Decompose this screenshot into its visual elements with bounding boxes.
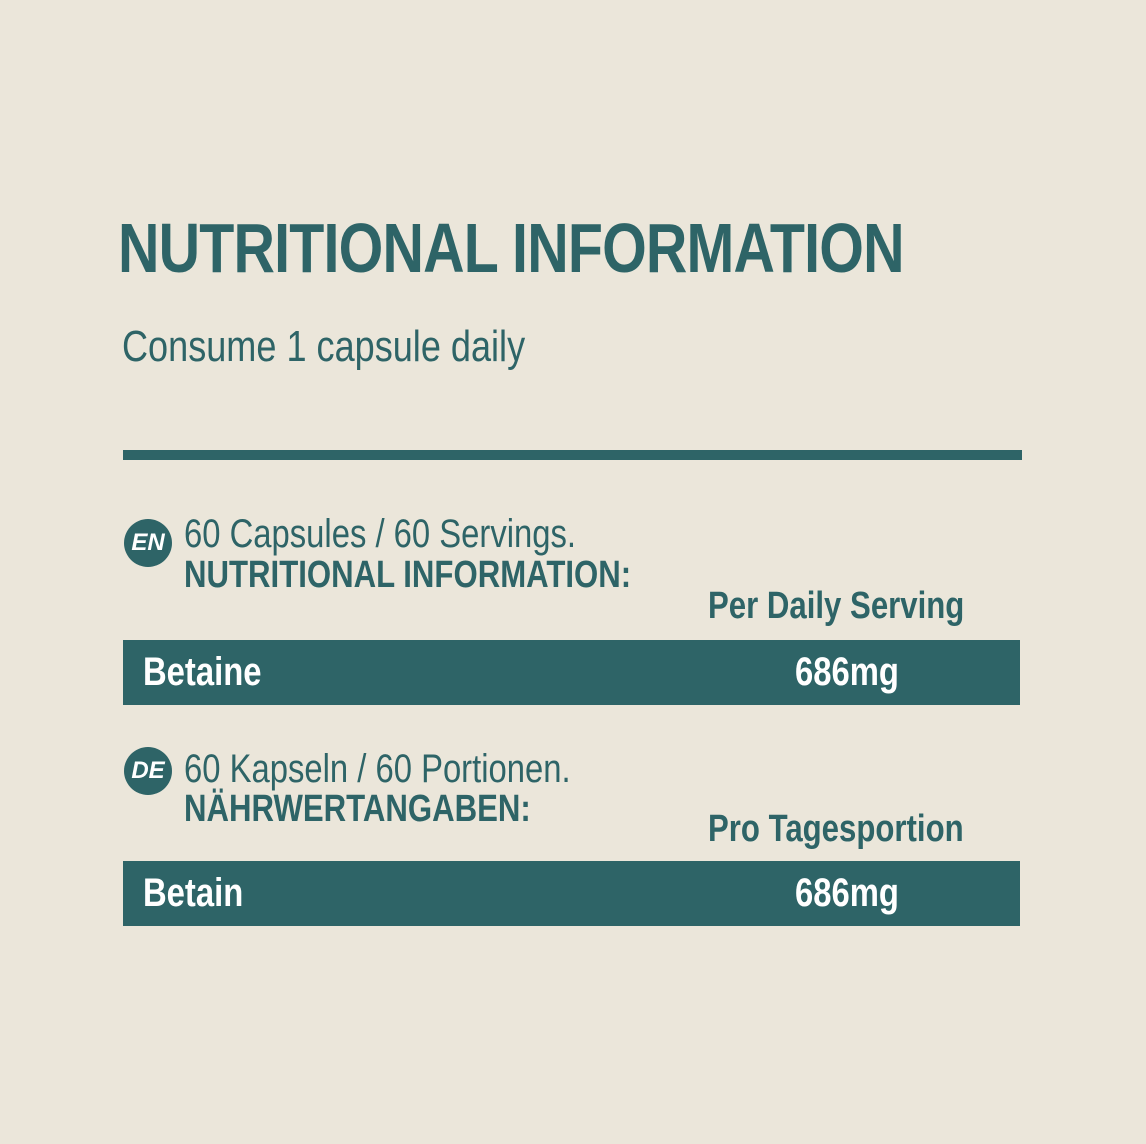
divider — [123, 450, 1022, 460]
nutrient-row: Betain 686mg — [123, 861, 1020, 926]
page-title: NUTRITIONAL INFORMATION — [118, 209, 905, 287]
nutrient-row: Betaine 686mg — [123, 640, 1020, 705]
column-header-de: Pro Tagesportion — [708, 808, 964, 850]
nutrient-value: 686mg — [795, 650, 899, 694]
section-heading-de: NÄHRWERTANGABEN: — [184, 788, 531, 830]
nutrient-name: Betain — [143, 871, 244, 915]
count-line-en: 60 Capsules / 60 Servings. — [184, 512, 576, 556]
language-badge-en: EN — [124, 519, 172, 567]
count-line-de: 60 Kapseln / 60 Portionen. — [184, 747, 571, 791]
nutrient-value: 686mg — [795, 871, 899, 915]
nutrient-name: Betaine — [143, 650, 262, 694]
column-header-en: Per Daily Serving — [708, 585, 965, 627]
dosage-instruction: Consume 1 capsule daily — [122, 322, 526, 371]
section-heading-en: NUTRITIONAL INFORMATION: — [184, 554, 632, 596]
language-badge-de: DE — [124, 747, 172, 795]
